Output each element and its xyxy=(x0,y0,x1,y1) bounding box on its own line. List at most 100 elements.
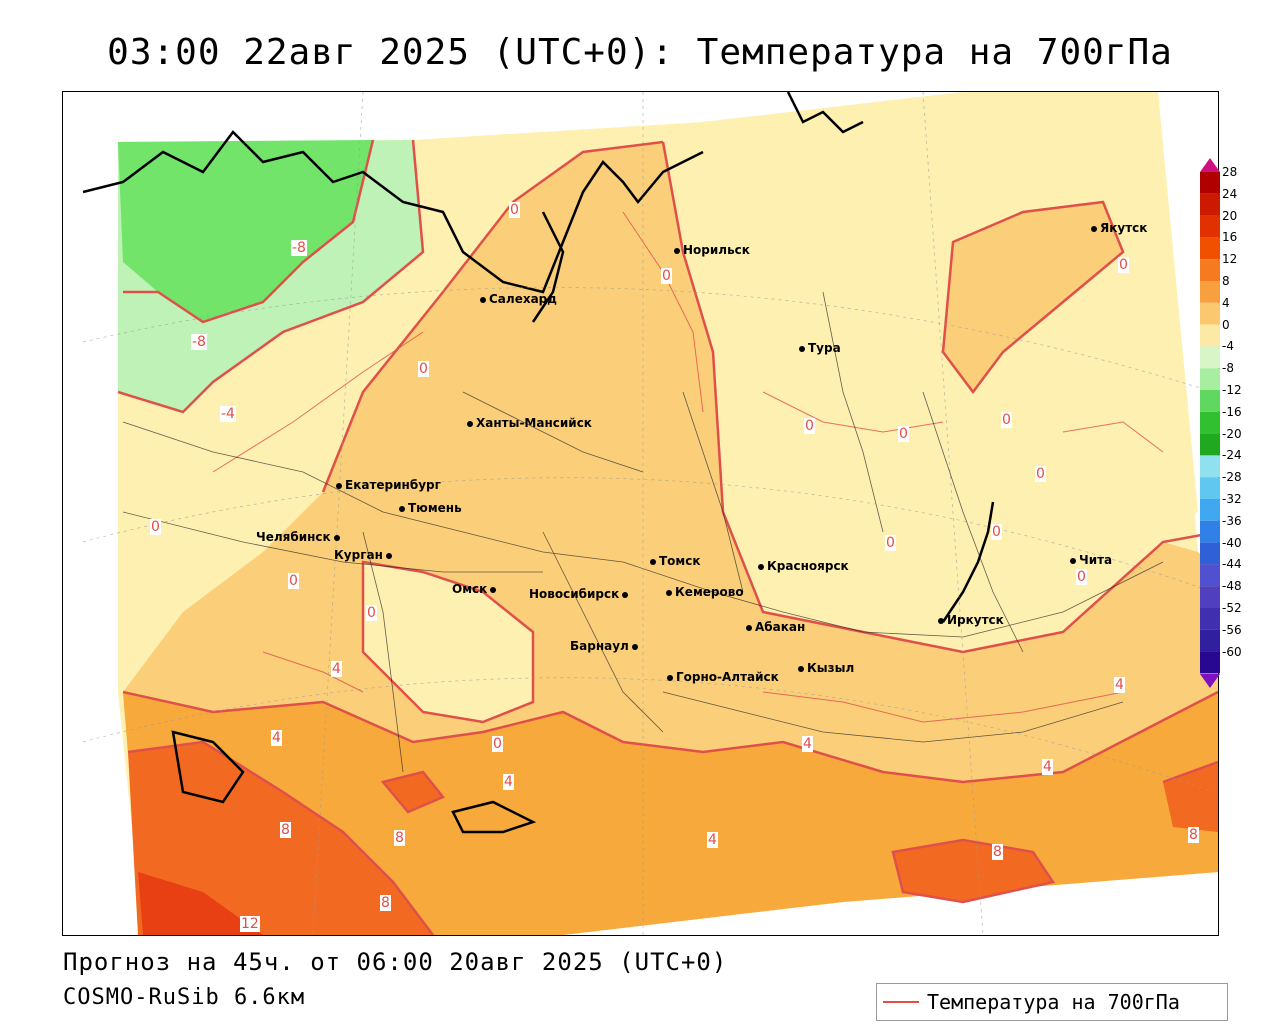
city-marker-icon xyxy=(798,665,804,672)
color-scale-tick: -8 xyxy=(1222,361,1234,376)
color-scale-tick: -36 xyxy=(1222,513,1242,528)
color-scale-tick: -60 xyxy=(1222,644,1242,659)
city-gorno-altaysk: Горно-Алтайск xyxy=(667,670,779,684)
color-scale-cell xyxy=(1200,455,1220,478)
city-marker-icon xyxy=(938,617,944,624)
legend-label: Температура на 700гПа xyxy=(927,990,1180,1014)
city-irkutsk: Иркутск xyxy=(938,613,1004,627)
isotherm-label: 0 xyxy=(288,573,299,589)
city-chelyabinsk: Челябинск xyxy=(256,530,343,544)
color-scale-tick: 20 xyxy=(1222,208,1238,223)
city-tyumen: Тюмень xyxy=(399,501,462,515)
color-scale-tick: 0 xyxy=(1222,317,1230,332)
color-scale-tick: -48 xyxy=(1222,579,1242,594)
city-khanty-mansiysk: Ханты-Мансийск xyxy=(467,416,592,430)
isotherm-label: -8 xyxy=(191,334,207,350)
color-scale-cell xyxy=(1200,237,1220,260)
city-abakan: Абакан xyxy=(746,620,805,634)
color-scale-cell xyxy=(1200,651,1220,674)
isotherm-label: 0 xyxy=(1076,569,1087,585)
city-marker-icon xyxy=(667,674,673,681)
isotherm-label: 0 xyxy=(898,426,909,442)
isotherm-label: 4 xyxy=(802,736,813,752)
city-marker-icon xyxy=(622,591,629,598)
color-scale-tick: -16 xyxy=(1222,404,1242,419)
temperature-field xyxy=(63,92,1218,935)
model-name: COSMO-RuSib 6.6км xyxy=(63,985,306,1010)
isotherm-label: 4 xyxy=(707,832,718,848)
city-marker-icon xyxy=(1091,225,1097,232)
city-tomsk: Томск xyxy=(650,554,701,568)
legend-line-swatch xyxy=(883,1001,919,1003)
color-scale-cell xyxy=(1200,346,1220,369)
isotherm-label: 0 xyxy=(1035,466,1046,482)
color-scale-cell xyxy=(1200,368,1220,390)
color-scale-cell xyxy=(1200,542,1220,565)
color-scale-cell xyxy=(1200,259,1220,281)
color-scale-cell xyxy=(1200,433,1220,456)
color-scale-tick: 24 xyxy=(1222,186,1238,201)
color-scale-tick: 4 xyxy=(1222,295,1230,310)
color-scale-cell xyxy=(1200,281,1220,303)
isotherm-label: 4 xyxy=(503,774,514,790)
legend: Температура на 700гПа xyxy=(876,983,1228,1021)
color-scale-cell xyxy=(1200,411,1220,434)
isotherm-label: 0 xyxy=(991,524,1002,540)
color-scale-tick: -32 xyxy=(1222,492,1242,506)
city-kemerovo: Кемерово xyxy=(666,585,744,599)
color-scale-tick: -20 xyxy=(1222,426,1242,441)
color-scale-tick: 12 xyxy=(1222,252,1238,267)
color-scale-tick: -4 xyxy=(1222,339,1234,354)
color-scale-cell xyxy=(1200,193,1220,216)
isotherm-label: 0 xyxy=(661,268,672,284)
color-scale-tick: -40 xyxy=(1222,535,1242,550)
map-title: 03:00 22авг 2025 (UTC+0): Температура на… xyxy=(107,32,1173,73)
color-scale-cell xyxy=(1200,215,1220,238)
city-krasnoyarsk: Красноярск xyxy=(758,559,849,573)
city-marker-icon xyxy=(399,505,405,512)
city-marker-icon xyxy=(336,482,342,489)
color-scale-cell xyxy=(1200,477,1220,499)
isotherm-label: 8 xyxy=(380,895,391,911)
city-marker-icon xyxy=(490,586,497,593)
city-marker-icon xyxy=(385,552,392,559)
isotherm-label: 8 xyxy=(1188,827,1199,843)
isotherm-label: 4 xyxy=(331,661,342,677)
isotherm-label: 4 xyxy=(271,730,282,746)
city-omsk: Омск xyxy=(452,582,499,596)
city-kyzyl: Кызыл xyxy=(798,661,854,675)
color-scale-tick: -12 xyxy=(1222,383,1242,397)
isotherm-label: -4 xyxy=(220,406,236,422)
isotherm-label: -8 xyxy=(291,240,307,256)
color-scale-cell xyxy=(1200,608,1220,630)
color-scale-cell xyxy=(1200,520,1220,543)
city-tura: Тура xyxy=(799,341,841,355)
city-norilsk: Норильск xyxy=(674,243,750,257)
city-marker-icon xyxy=(333,534,340,541)
color-scale: 28 24 20 16 12 8 4 0 -4 -8 -12 -16 -20 -24 -28 -32 -36 -4… xyxy=(1200,158,1260,688)
city-marker-icon xyxy=(746,624,752,631)
color-scale-tick: 28 xyxy=(1222,165,1238,179)
color-scale-cell xyxy=(1200,172,1220,194)
map-area[interactable]: Норильск Якутск Салехард Тура Ханты-Манс… xyxy=(62,91,1219,936)
city-marker-icon xyxy=(1070,557,1076,564)
color-scale-tick: -28 xyxy=(1222,470,1242,485)
color-scale-tick: -44 xyxy=(1222,557,1242,572)
city-marker-icon xyxy=(674,247,680,254)
city-marker-icon xyxy=(799,345,805,352)
isotherm-label: 12 xyxy=(240,916,260,932)
color-scale-cell xyxy=(1200,564,1220,587)
isotherm-label: 0 xyxy=(366,605,377,621)
city-kurgan: Курган xyxy=(334,548,395,562)
isotherm-label: 0 xyxy=(492,736,503,752)
color-scale-cell xyxy=(1200,586,1220,608)
city-barnaul: Барнаул xyxy=(570,639,641,653)
color-scale-cell xyxy=(1200,499,1220,521)
city-marker-icon xyxy=(480,296,486,303)
isotherm-label: 8 xyxy=(280,822,291,838)
isotherm-label: 0 xyxy=(804,418,815,434)
color-scale-tick: -24 xyxy=(1222,448,1242,463)
city-chita: Чита xyxy=(1070,553,1112,567)
city-marker-icon xyxy=(758,563,764,570)
color-scale-tick: -56 xyxy=(1222,622,1242,637)
